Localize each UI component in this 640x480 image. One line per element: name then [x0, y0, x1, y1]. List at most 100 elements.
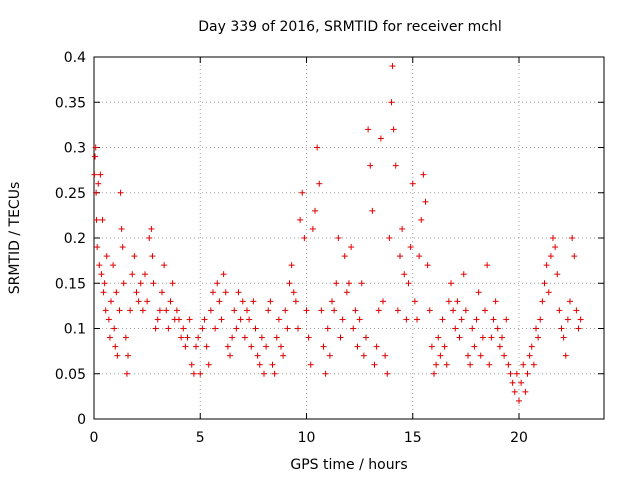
- data-point: [144, 298, 151, 305]
- data-point: [380, 298, 386, 305]
- data-point: [509, 379, 516, 386]
- data-point: [409, 180, 416, 187]
- data-point: [469, 325, 476, 332]
- data-point: [348, 244, 355, 251]
- data-point: [416, 253, 423, 260]
- data-point: [156, 307, 163, 314]
- data-point: [269, 361, 276, 368]
- data-point: [178, 334, 185, 341]
- data-point: [439, 316, 446, 323]
- data-point: [397, 253, 403, 260]
- data-point: [352, 307, 359, 314]
- data-point: [146, 235, 153, 241]
- data-point: [99, 216, 106, 223]
- data-point: [93, 216, 100, 223]
- data-point: [295, 325, 301, 332]
- data-point: [273, 334, 280, 341]
- data-point: [254, 352, 261, 359]
- data-point: [150, 280, 157, 287]
- data-point: [205, 361, 212, 368]
- data-point: [131, 253, 138, 260]
- data-point: [135, 298, 142, 305]
- data-point: [139, 307, 146, 314]
- data-point: [167, 298, 174, 305]
- data-point: [237, 316, 244, 323]
- x-tick-label: 5: [196, 430, 205, 446]
- data-point: [163, 307, 170, 314]
- data-point: [96, 262, 103, 269]
- data-point: [282, 307, 289, 314]
- data-point: [120, 280, 127, 287]
- data-point: [575, 325, 582, 332]
- data-point: [450, 307, 457, 314]
- data-point: [290, 289, 297, 296]
- data-point: [149, 253, 156, 260]
- data-point: [539, 298, 546, 305]
- data-point: [110, 262, 117, 269]
- data-point: [482, 307, 488, 314]
- y-tick-label: 0.4: [64, 50, 86, 66]
- data-point: [511, 388, 518, 395]
- data-point: [119, 244, 126, 251]
- data-point: [297, 216, 304, 223]
- data-point: [486, 361, 493, 368]
- y-tick-label: 0.15: [55, 276, 86, 292]
- data-point: [112, 343, 119, 350]
- data-point: [465, 352, 471, 359]
- data-point: [339, 316, 346, 323]
- data-point: [184, 334, 191, 341]
- data-point: [182, 343, 189, 350]
- data-point: [499, 334, 505, 341]
- x-tick-label: 0: [90, 430, 99, 446]
- data-point: [220, 271, 227, 278]
- data-point: [414, 316, 420, 323]
- data-point: [169, 280, 176, 287]
- data-point: [377, 135, 384, 142]
- data-point: [505, 361, 512, 368]
- y-tick-label: 0.05: [55, 367, 86, 383]
- data-point: [231, 307, 238, 314]
- data-point: [401, 271, 408, 278]
- y-tick-label: 0: [77, 412, 86, 428]
- data-point: [322, 370, 329, 377]
- data-point: [314, 144, 321, 151]
- data-point: [299, 189, 306, 196]
- data-point: [350, 325, 357, 332]
- data-point: [567, 298, 573, 305]
- data-point: [471, 343, 478, 350]
- data-point: [441, 343, 448, 350]
- data-point: [212, 325, 219, 332]
- data-point: [93, 189, 100, 196]
- data-point: [337, 334, 344, 341]
- data-point: [161, 262, 168, 269]
- data-point: [503, 316, 510, 323]
- data-point: [173, 307, 180, 314]
- data-point: [388, 99, 395, 106]
- data-point: [101, 280, 108, 287]
- data-point: [460, 271, 467, 278]
- data-point: [462, 307, 469, 314]
- data-point: [386, 235, 393, 241]
- data-point: [577, 316, 584, 323]
- data-point: [142, 271, 148, 278]
- data-point: [154, 316, 161, 323]
- data-point: [399, 225, 406, 232]
- data-point: [405, 280, 412, 287]
- data-point: [216, 298, 223, 305]
- data-point: [324, 325, 331, 332]
- data-point: [454, 298, 461, 305]
- data-point: [543, 262, 550, 269]
- data-point: [97, 171, 104, 178]
- data-point: [524, 370, 531, 377]
- data-point: [305, 334, 312, 341]
- data-point: [195, 334, 202, 341]
- data-point: [411, 298, 418, 305]
- data-point: [244, 307, 250, 314]
- data-point: [292, 298, 299, 305]
- data-point: [111, 325, 118, 332]
- y-axis-label: SRMTID / TECUs: [7, 182, 23, 295]
- data-point: [188, 361, 195, 368]
- data-point: [373, 343, 380, 350]
- data-point: [248, 343, 255, 350]
- data-point: [252, 325, 259, 332]
